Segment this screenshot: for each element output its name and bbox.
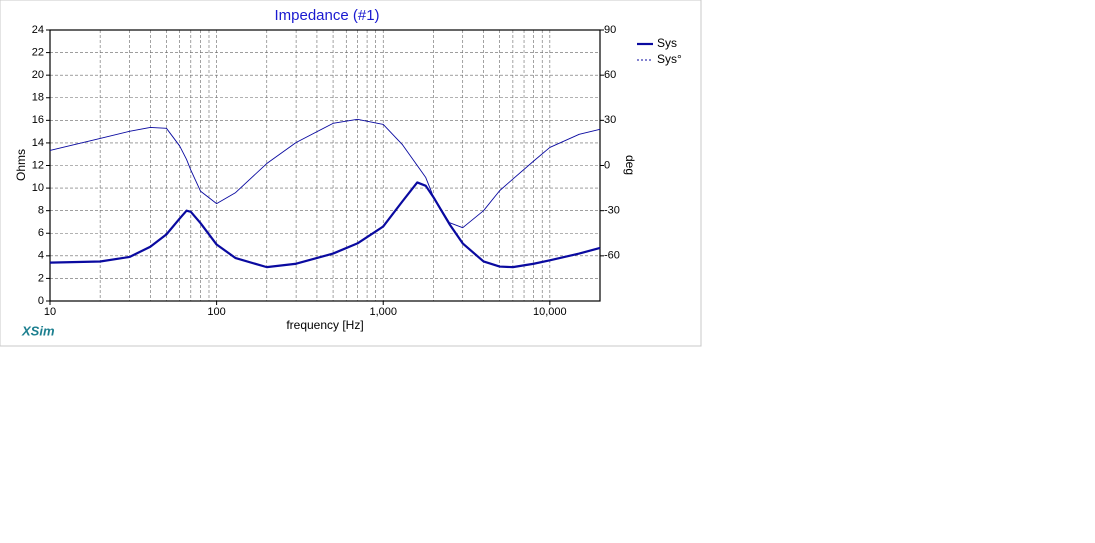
plot-frame: [49, 29, 601, 302]
y-tick-label: 12: [32, 159, 44, 171]
y-tick-label: 8: [38, 205, 44, 217]
y-tick-label: 14: [32, 137, 44, 149]
series-line: [49, 118, 601, 229]
x-tick-label: 100: [207, 306, 225, 318]
y2-tick-label: -30: [604, 205, 620, 217]
legend-label: Sys°: [657, 52, 682, 66]
series-line: [49, 181, 601, 269]
x-tick-label: 10: [44, 306, 56, 318]
x-tick-label: 10,000: [533, 306, 567, 318]
y-tick-label: 24: [32, 24, 44, 36]
x-tick-label: 1,000: [369, 306, 397, 318]
y-tick-label: 6: [38, 227, 44, 239]
y-tick-label: 10: [32, 182, 44, 194]
chart-title: Impedance (#1): [274, 7, 379, 24]
y2-tick-label: -60: [604, 250, 620, 262]
panel: [0, 0, 702, 347]
legend-label: Sys: [657, 36, 677, 50]
y-tick-label: 22: [32, 46, 44, 58]
y-tick-label: 4: [38, 250, 44, 262]
y-axis-label: Ohms: [14, 149, 28, 181]
y-tick-label: 16: [32, 114, 44, 126]
y-tick-label: 18: [32, 92, 44, 104]
y2-tick-label: 60: [604, 69, 616, 81]
y2-tick-label: 0: [604, 159, 610, 171]
y2-axis-label: deg: [623, 155, 637, 175]
y-tick-label: 2: [38, 272, 44, 284]
y2-tick-label: 90: [604, 24, 616, 36]
y-tick-label: 20: [32, 69, 44, 81]
y2-tick-label: 30: [604, 114, 616, 126]
x-axis-label: frequency [Hz]: [286, 318, 363, 332]
y-tick-label: 0: [38, 295, 44, 307]
brand: XSim: [21, 323, 55, 338]
